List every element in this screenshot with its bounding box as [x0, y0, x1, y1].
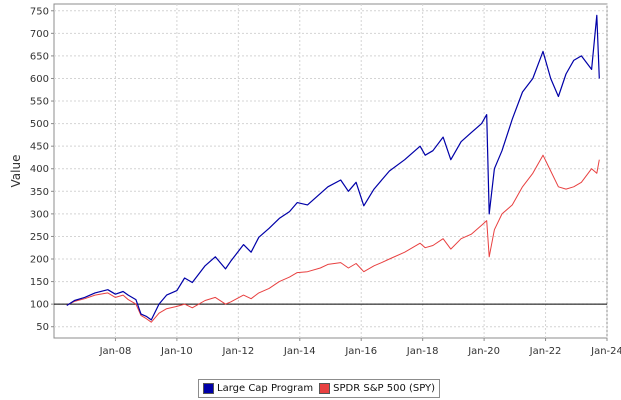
x-axis: Jan-08 Jan-10 Jan-12 Jan-14 Jan-16 Jan-18 Jan-…	[99, 338, 621, 357]
x-tick-label: Jan-08	[99, 346, 132, 357]
y-axis-title: Value	[9, 155, 23, 188]
legend-swatch-spy	[319, 383, 331, 394]
y-tick-label: 350	[30, 187, 49, 198]
legend: Large Cap Program SPDR S&P 500 (SPY)	[198, 379, 441, 398]
series-layer	[66, 14, 600, 323]
y-tick-label: 700	[30, 29, 49, 40]
y-tick-label: 50	[36, 322, 49, 333]
y-tick-label: 400	[30, 164, 49, 175]
legend-label-large-cap: Large Cap Program	[217, 383, 314, 394]
x-tick-label: Jan-24	[590, 346, 621, 357]
x-tick-label: Jan-12	[221, 346, 254, 357]
legend-item-spy: SPDR S&P 500 (SPY)	[319, 383, 435, 394]
y-tick-label: 200	[30, 255, 49, 266]
y-tick-label: 750	[30, 6, 49, 17]
y-tick-label: 500	[30, 119, 49, 130]
y-tick-label: 150	[30, 277, 49, 288]
y-axis: 50 100 150 200 250 300 350 400 450 500 550 600 650 70…	[30, 6, 54, 333]
gridlines	[54, 4, 608, 338]
x-tick-label: Jan-10	[160, 346, 193, 357]
y-tick-label: 250	[30, 232, 49, 243]
x-tick-label: Jan-18	[406, 346, 439, 357]
x-tick-label: Jan-20	[467, 346, 500, 357]
series-line-spdr-sp500	[66, 154, 600, 323]
y-tick-label: 450	[30, 142, 49, 153]
legend-swatch-large-cap	[203, 383, 214, 394]
plot-area	[53, 3, 608, 339]
x-tick-label: Jan-16	[344, 346, 377, 357]
legend-item-large-cap: Large Cap Program	[203, 383, 313, 394]
x-tick-label: Jan-14	[283, 346, 316, 357]
y-tick-label: 100	[30, 300, 49, 311]
x-tick-label: Jan-22	[529, 346, 562, 357]
legend-label-spy: SPDR S&P 500 (SPY)	[333, 383, 436, 394]
y-tick-label: 600	[30, 74, 49, 85]
series-line-large-cap-program	[66, 14, 600, 321]
y-tick-label: 650	[30, 51, 49, 62]
y-tick-label: 550	[30, 97, 49, 108]
y-tick-label: 300	[30, 209, 49, 220]
